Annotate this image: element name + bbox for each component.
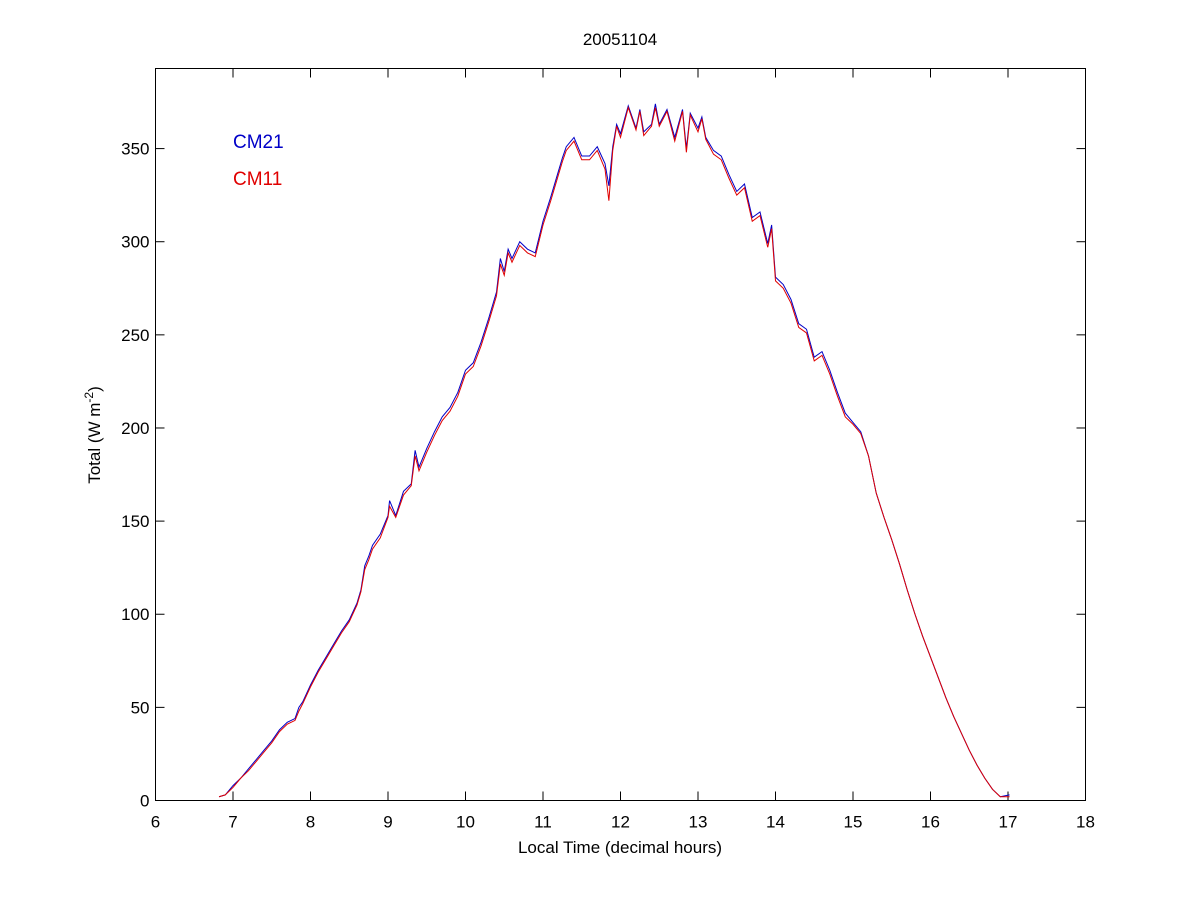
x-tick-label: 11 [534, 813, 552, 832]
data-line [218, 105, 1010, 798]
x-tick-label: 16 [921, 813, 940, 832]
y-tick-label: 300 [121, 233, 149, 252]
x-tick-label: 13 [689, 813, 708, 832]
plot-frame [155, 68, 1086, 801]
x-tick-label: 6 [151, 813, 160, 832]
y-axis-label-suffix: ) [85, 386, 104, 392]
y-axis-label: Total (W m-2) [82, 386, 104, 484]
x-tick-label: 8 [306, 813, 315, 832]
legend-entry: CM21 [233, 132, 284, 153]
x-tick-label: 18 [1076, 813, 1095, 832]
x-tick-label: 15 [844, 813, 863, 832]
y-axis-label-superscript: -2 [82, 392, 96, 403]
data-line [218, 103, 1010, 798]
y-tick-label: 200 [121, 419, 149, 438]
y-tick-label: 100 [121, 605, 149, 624]
x-axis-label: Local Time (decimal hours) [518, 838, 722, 857]
x-tick-label: 12 [611, 813, 630, 832]
x-tick-label: 10 [456, 813, 475, 832]
y-tick-label: 0 [140, 792, 149, 811]
y-tick-label: 150 [121, 512, 149, 531]
chart-title: 20051104 [583, 30, 657, 49]
x-tick-label: 9 [383, 813, 392, 832]
x-tick-label: 17 [999, 813, 1018, 832]
y-tick-label: 250 [121, 326, 149, 345]
y-tick-label: 350 [121, 140, 149, 159]
y-tick-label: 50 [131, 698, 150, 717]
legend-entry: CM11 [233, 169, 282, 190]
x-tick-label: 7 [228, 813, 237, 832]
y-axis-label-text: Total (W m [85, 403, 104, 484]
x-tick-label: 14 [766, 813, 785, 832]
